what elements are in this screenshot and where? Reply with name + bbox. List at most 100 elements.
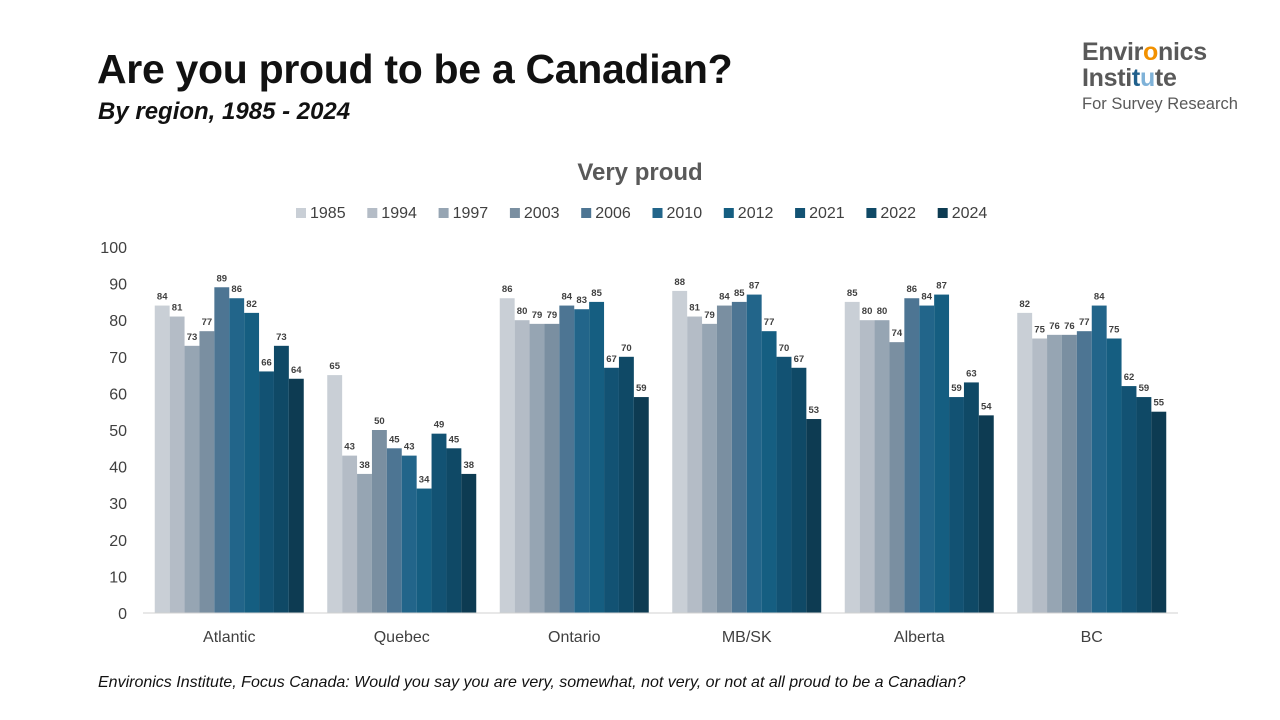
data-label: 45 bbox=[389, 434, 400, 445]
bar-bc-2006 bbox=[1076, 331, 1092, 613]
y-axis: 0 10 20 30 40 50 60 70 80 90 100 bbox=[100, 240, 127, 623]
bar-ontario-2010 bbox=[574, 309, 590, 613]
legend-swatch-1994 bbox=[367, 208, 378, 218]
bar-bc-1997 bbox=[1047, 334, 1062, 613]
data-label: 79 bbox=[532, 310, 543, 321]
page-subtitle: By region, 1985 - 2024 bbox=[98, 98, 351, 125]
y-tick-label: 90 bbox=[109, 277, 127, 294]
y-tick-label: 10 bbox=[109, 569, 127, 586]
data-label: 53 bbox=[809, 405, 820, 416]
bar-quebec-1997 bbox=[357, 473, 372, 613]
bar-quebec-2012 bbox=[416, 488, 432, 613]
data-label: 86 bbox=[231, 284, 242, 295]
data-label: 54 bbox=[981, 401, 992, 412]
data-label: 84 bbox=[719, 292, 730, 303]
bar-ontario-1997 bbox=[529, 323, 545, 613]
bar-ontario-2003 bbox=[544, 323, 560, 613]
legend-label-2010: 2010 bbox=[667, 205, 703, 222]
data-label: 86 bbox=[907, 284, 918, 295]
legend-swatch-1985 bbox=[296, 208, 306, 218]
legend-swatch-2006 bbox=[581, 208, 592, 218]
y-tick-label: 70 bbox=[109, 350, 127, 367]
data-label: 80 bbox=[517, 306, 528, 317]
bar-alberta-2021 bbox=[949, 397, 964, 613]
bar-atlantic-2012 bbox=[244, 312, 260, 613]
x-category-label: Alberta bbox=[894, 629, 945, 646]
chart-title: Very proud bbox=[577, 159, 702, 186]
legend-label-1997: 1997 bbox=[453, 205, 489, 222]
y-tick-label: 0 bbox=[118, 606, 127, 623]
bar-bc-2022 bbox=[1136, 397, 1152, 613]
bar-ontario-1994 bbox=[514, 320, 530, 613]
y-tick-label: 30 bbox=[109, 496, 127, 513]
data-label: 49 bbox=[434, 420, 445, 431]
bar-mb-sk-2012 bbox=[761, 331, 777, 613]
data-label: 50 bbox=[374, 416, 385, 427]
data-label: 85 bbox=[734, 288, 745, 299]
bar-bc-2003 bbox=[1061, 334, 1077, 613]
data-label: 81 bbox=[689, 303, 700, 314]
logo-line-1: Environics bbox=[1082, 38, 1207, 66]
bar-atlantic-1997 bbox=[184, 345, 200, 613]
footnote: Environics Institute, Focus Canada: Woul… bbox=[98, 674, 966, 691]
legend-label-2022: 2022 bbox=[880, 205, 916, 222]
bar-mb-sk-1997 bbox=[702, 323, 717, 613]
bar-ontario-2006 bbox=[559, 305, 575, 613]
legend-label-1985: 1985 bbox=[310, 205, 346, 222]
data-label: 70 bbox=[779, 343, 790, 354]
bar-alberta-2012 bbox=[934, 294, 950, 613]
bar-bc-2010 bbox=[1091, 305, 1107, 613]
bar-mb-sk-2024 bbox=[806, 419, 822, 613]
data-label: 83 bbox=[576, 295, 587, 306]
y-tick-label: 80 bbox=[109, 313, 127, 330]
bar-bc-1994 bbox=[1032, 338, 1048, 613]
bar-alberta-2003 bbox=[889, 342, 905, 613]
y-tick-label: 60 bbox=[109, 386, 127, 403]
bar-bc-2012 bbox=[1106, 338, 1122, 613]
data-label: 34 bbox=[419, 475, 430, 486]
y-tick-label: 50 bbox=[109, 423, 127, 440]
data-label: 88 bbox=[674, 277, 685, 288]
bar-mb-sk-2022 bbox=[791, 367, 807, 613]
data-label: 86 bbox=[502, 284, 513, 295]
bar-quebec-2024 bbox=[461, 473, 477, 613]
legend-label-2012: 2012 bbox=[738, 205, 774, 222]
x-category-label: BC bbox=[1081, 629, 1103, 646]
data-label: 79 bbox=[704, 310, 715, 321]
legend-swatch-1997 bbox=[438, 208, 449, 218]
data-label: 76 bbox=[1064, 321, 1075, 332]
data-label: 59 bbox=[951, 383, 962, 394]
bar-mb-sk-1985 bbox=[672, 290, 688, 613]
data-label: 87 bbox=[936, 281, 947, 292]
bar-alberta-1994 bbox=[859, 320, 875, 613]
data-label: 74 bbox=[892, 328, 903, 339]
data-label: 79 bbox=[547, 310, 558, 321]
legend-swatch-2022 bbox=[866, 208, 877, 218]
data-label: 75 bbox=[1034, 325, 1045, 336]
bar-alberta-1985 bbox=[844, 301, 860, 613]
data-label: 75 bbox=[1109, 325, 1120, 336]
y-tick-label: 40 bbox=[109, 460, 127, 477]
bar-bc-2024 bbox=[1151, 411, 1167, 613]
data-label: 43 bbox=[404, 442, 415, 453]
data-label: 77 bbox=[1079, 317, 1090, 328]
data-label: 73 bbox=[187, 332, 198, 343]
data-label: 66 bbox=[261, 357, 272, 368]
y-tick-label: 100 bbox=[100, 240, 127, 257]
environics-logo: Environics Institute For Survey Research bbox=[1082, 40, 1262, 113]
bar-ontario-1985 bbox=[499, 298, 515, 613]
data-label: 84 bbox=[1094, 292, 1105, 303]
bar-quebec-2010 bbox=[401, 455, 417, 613]
x-category-label: Atlantic bbox=[203, 629, 255, 646]
data-label: 38 bbox=[359, 460, 370, 471]
bar-ontario-2021 bbox=[604, 367, 619, 613]
bar-mb-sk-2010 bbox=[746, 294, 762, 613]
x-category-label: MB/SK bbox=[722, 629, 772, 646]
data-label: 81 bbox=[172, 303, 183, 314]
legend-swatch-2010 bbox=[652, 208, 663, 218]
data-label: 82 bbox=[246, 299, 257, 310]
x-category-label: Ontario bbox=[548, 629, 601, 646]
bar-quebec-1985 bbox=[327, 375, 343, 613]
data-label: 55 bbox=[1154, 398, 1165, 409]
